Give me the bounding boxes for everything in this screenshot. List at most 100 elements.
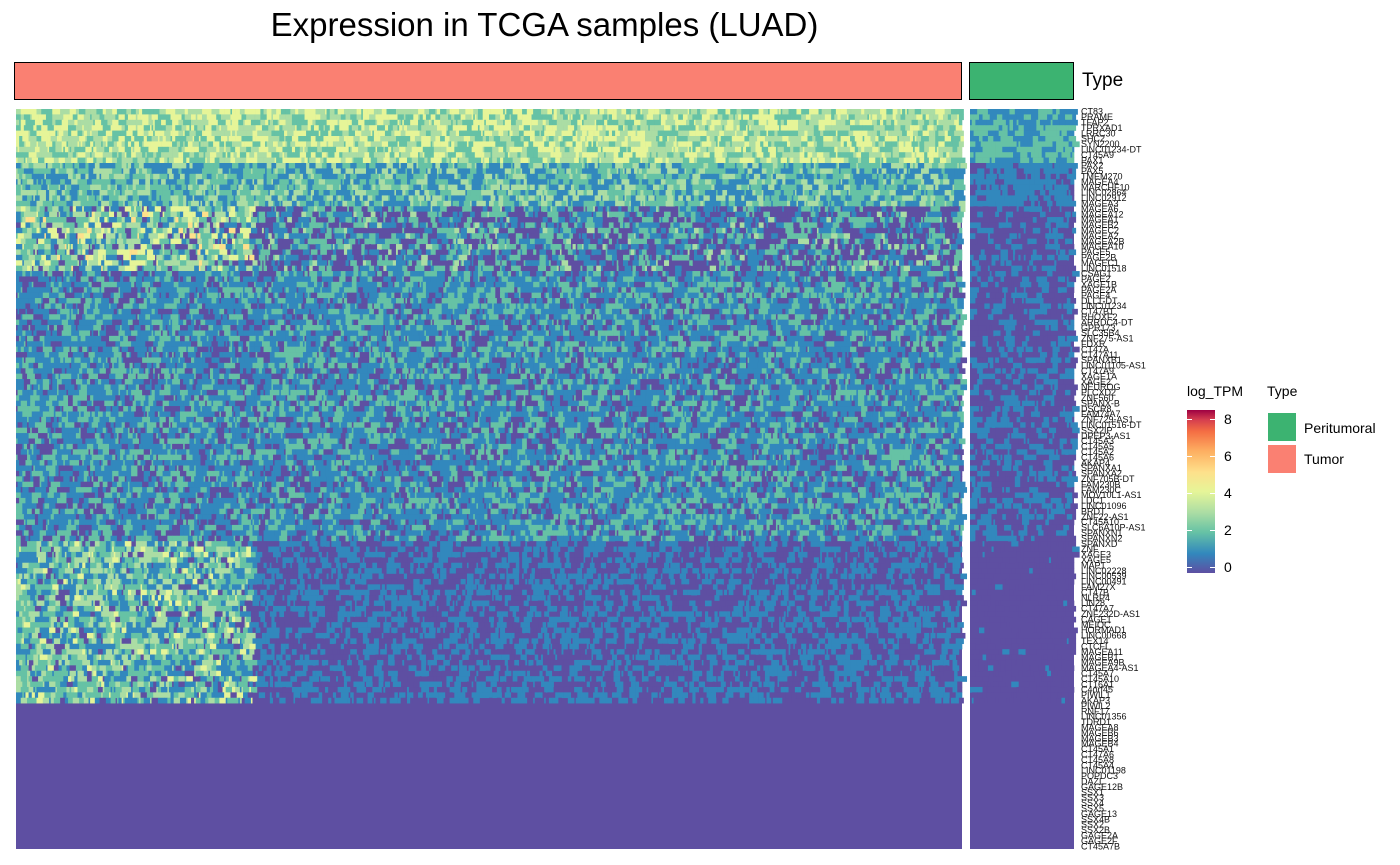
heatmap-cell [579, 179, 586, 185]
heatmap-cell [680, 152, 685, 158]
heatmap-cell [774, 131, 777, 137]
heatmap-cell [595, 131, 600, 137]
heatmap-cell [336, 114, 341, 120]
heatmap-cell [809, 190, 812, 196]
heatmap-cell [1002, 201, 1009, 207]
heatmap-cell [1045, 174, 1047, 180]
heatmap-cell [979, 125, 985, 131]
heatmap-cell [227, 114, 230, 120]
heatmap-cell [993, 201, 995, 207]
heatmap-cell [807, 201, 814, 207]
heatmap-cell [256, 136, 263, 142]
heatmap-cell [844, 168, 851, 174]
heatmap-cell [262, 152, 267, 158]
heatmap-cell [319, 136, 324, 142]
heatmap-cell [164, 131, 167, 137]
heatmap-cell [511, 136, 518, 142]
heatmap-cell [100, 168, 107, 174]
heatmap-cell [155, 131, 158, 137]
heatmap-cell [666, 163, 673, 169]
heatmap-cell [924, 147, 929, 153]
heatmap-cell [527, 185, 530, 191]
heatmap-cell [847, 136, 850, 142]
heatmap-cell [186, 163, 189, 169]
heatmap-cell [495, 114, 498, 120]
heatmap-cell [812, 168, 815, 174]
heatmap-cell [768, 185, 775, 191]
heatmap-cell [1009, 120, 1013, 126]
heatmap-cell [975, 163, 977, 169]
heatmap-cell [778, 120, 781, 126]
heatmap-cell [262, 201, 265, 207]
heatmap-cell [114, 174, 121, 180]
heatmap-cell [503, 131, 508, 137]
heatmap-cell [749, 179, 756, 185]
heatmap-cell [103, 158, 106, 164]
heatmap-cell [1035, 174, 1041, 180]
heatmap-cell [327, 185, 332, 191]
heatmap-cell [604, 120, 607, 126]
heatmap-cell [677, 136, 682, 142]
heatmap-cell [607, 158, 614, 164]
heatmap-cell [469, 195, 476, 201]
heatmap-cell [282, 195, 287, 201]
heatmap-cell [219, 141, 224, 147]
heatmap-cell [744, 136, 749, 142]
heatmap-cell [673, 185, 680, 191]
heatmap-cell [844, 141, 847, 147]
heatmap-cell [293, 206, 298, 212]
heatmap-cell [856, 185, 861, 191]
heatmap-cell [230, 206, 235, 212]
heatmap-cell [491, 195, 496, 201]
heatmap-cell [470, 109, 473, 115]
heatmap-cell [528, 206, 533, 212]
heatmap-cell [711, 147, 714, 153]
heatmap-cell [1026, 190, 1030, 196]
heatmap-cell [543, 114, 546, 120]
heatmap-cell [726, 136, 733, 142]
heatmap-cell [1047, 174, 1051, 180]
heatmap-cell [339, 136, 344, 142]
heatmap-cell [469, 158, 476, 164]
heatmap-cell [95, 163, 100, 169]
heatmap-cell [352, 185, 359, 191]
heatmap-cell [899, 168, 904, 174]
heatmap-cell [416, 206, 423, 212]
heatmap-cell [628, 141, 635, 147]
heatmap-cell [708, 206, 711, 212]
heatmap-cell [937, 125, 944, 131]
heatmap-cell [461, 195, 466, 201]
heatmap-cell [1020, 152, 1024, 158]
heatmap-cell [240, 195, 247, 201]
heatmap-cell [483, 168, 486, 174]
heatmap-cell [830, 168, 833, 174]
heatmap-cell [349, 141, 354, 147]
heatmap-cell [166, 109, 171, 115]
heatmap-cell [385, 147, 388, 153]
heatmap-cell [331, 163, 336, 169]
heatmap-cell [385, 174, 388, 180]
heatmap-cell [355, 131, 362, 137]
heatmap-cell [984, 141, 991, 147]
heatmap-cell [959, 195, 966, 201]
heatmap-cell [481, 152, 484, 158]
heatmap-cell [655, 147, 662, 153]
heatmap-cell [235, 158, 242, 164]
heatmap-cell [716, 195, 723, 201]
heatmap-cell [175, 125, 182, 131]
heatmap-cell [860, 168, 865, 174]
heatmap-cell [249, 174, 256, 180]
heatmap-cell [878, 136, 885, 142]
heatmap-cell [440, 206, 447, 212]
heatmap-cell [628, 120, 635, 126]
heatmap-cell [599, 163, 606, 169]
heatmap-cell [899, 147, 904, 153]
heatmap-cell [532, 179, 535, 185]
heatmap-cell [186, 158, 189, 164]
heatmap-cell [853, 152, 856, 158]
heatmap-cell [648, 109, 655, 115]
heatmap-cell [293, 136, 298, 142]
heatmap-cell [238, 163, 245, 169]
heatmap-cell [718, 206, 720, 212]
heatmap-cell [902, 190, 905, 196]
